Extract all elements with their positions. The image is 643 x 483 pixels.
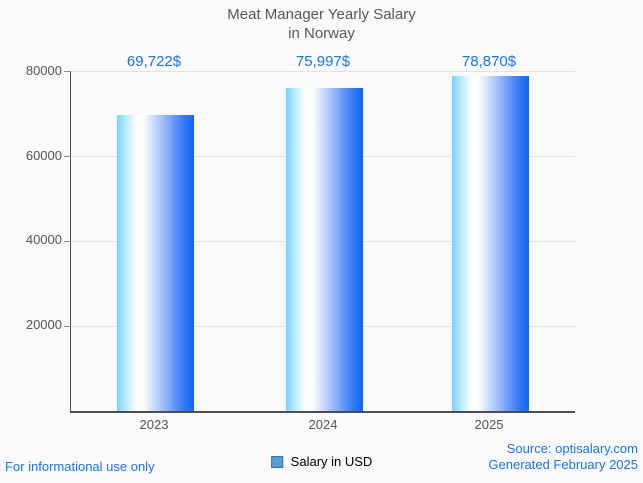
y-axis-tick-mark-40000 [64, 241, 71, 242]
bar-value-label-2025: 78,870$ [461, 53, 517, 70]
source-info: Source: optisalary.com Generated Februar… [488, 441, 638, 473]
chart-title: Meat Manager Yearly Salary in Norway [0, 5, 643, 43]
source-text: Source: optisalary.com [506, 441, 638, 456]
plot-area [64, 71, 575, 413]
bar-value-label-2023: 69,722$ [126, 53, 182, 70]
gridline-80000 [71, 71, 575, 72]
bar-2024 [286, 88, 363, 411]
bar-2023 [117, 114, 194, 411]
x-axis-label-2025: 2025 [474, 417, 504, 432]
bar-2025 [452, 75, 529, 411]
y-axis-tick-mark-80000 [64, 71, 71, 72]
bar-value-label-2024: 75,997$ [295, 53, 351, 70]
y-axis-tick-mark-60000 [64, 156, 71, 157]
legend-label: Salary in USD [290, 454, 373, 469]
chart-title-line1: Meat Manager Yearly Salary [227, 6, 416, 23]
y-axis-tick-label-20000: 20000 [25, 317, 62, 332]
legend-swatch-icon [270, 455, 283, 468]
generated-text: Generated February 2025 [488, 457, 638, 472]
x-axis-label-2024: 2024 [308, 417, 338, 432]
y-axis-tick-label-40000: 40000 [25, 232, 62, 247]
x-axis-label-2023: 2023 [139, 417, 169, 432]
legend-item-salary-in-usd[interactable]: Salary in USD [270, 454, 373, 469]
chart-title-line2: in Norway [288, 25, 355, 42]
y-axis-tick-label-80000: 80000 [25, 63, 62, 78]
y-axis-tick-label-60000: 60000 [25, 148, 62, 163]
y-axis-tick-mark-20000 [64, 326, 71, 327]
disclaimer-text: For informational use only [5, 459, 155, 474]
